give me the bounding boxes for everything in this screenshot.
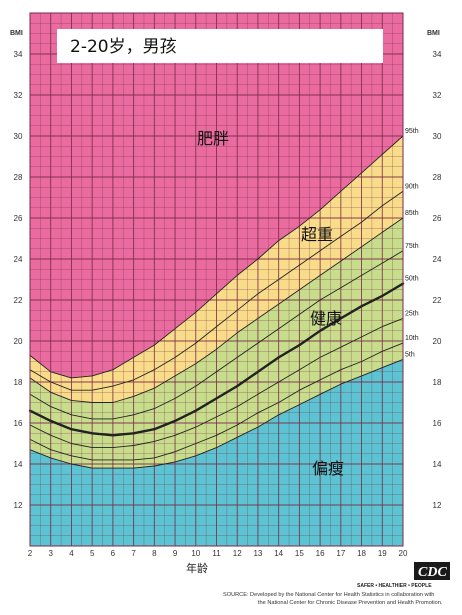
y-tick-label-right: 34 bbox=[433, 50, 442, 59]
x-tick-label: 3 bbox=[48, 549, 53, 558]
percentile-label-90th: 90th bbox=[405, 183, 419, 190]
y-tick-label-right: 20 bbox=[433, 337, 442, 346]
y-tick-label-right: 28 bbox=[433, 173, 442, 182]
y-tick-label-left: 26 bbox=[14, 214, 23, 223]
zone-label-healthy: 健康 bbox=[310, 309, 342, 328]
x-tick-label: 15 bbox=[295, 549, 304, 558]
y-tick-label-left: 32 bbox=[14, 91, 23, 100]
y-tick-label-left: 14 bbox=[14, 460, 23, 469]
x-tick-label: 5 bbox=[90, 549, 95, 558]
percentile-curve-25th bbox=[29, 317, 404, 449]
percentile-labels: 5th 10th 25th 50th 75th 85th 90th 95th bbox=[405, 128, 419, 358]
y-tick-label-right: 26 bbox=[433, 214, 442, 223]
chart-title: 2-20岁，男孩 bbox=[70, 37, 177, 57]
x-tick-label: 17 bbox=[336, 549, 345, 558]
y-tick-label-right: 16 bbox=[433, 419, 442, 428]
percentile-curve-85th bbox=[29, 217, 404, 403]
x-tick-label: 14 bbox=[274, 549, 283, 558]
source-line-2: the National Center for Chronic Disease … bbox=[258, 600, 443, 606]
percentile-label-85th: 85th bbox=[405, 210, 419, 217]
x-axis-label: 年龄 bbox=[186, 561, 208, 575]
x-tick-label: 11 bbox=[212, 549, 221, 558]
cdc-logo: CDC SAFER • HEALTHIER • PEOPLE bbox=[357, 562, 450, 589]
x-tick-label: 4 bbox=[69, 549, 74, 558]
percentile-label-75th: 75th bbox=[405, 243, 419, 250]
percentile-curves bbox=[28, 135, 405, 469]
y-tick-label-right: 32 bbox=[433, 91, 442, 100]
y-tick-label-right: 30 bbox=[433, 132, 442, 141]
y-tick-label-left: 12 bbox=[14, 501, 23, 510]
percentile-label-5th: 5th bbox=[405, 351, 415, 358]
y-tick-label-left: 24 bbox=[14, 255, 23, 264]
zone-label-obese: 肥胖 bbox=[197, 129, 229, 148]
x-tick-label: 12 bbox=[233, 549, 242, 558]
y-tick-label-left: 30 bbox=[14, 132, 23, 141]
y-tick-label-left: 20 bbox=[14, 337, 23, 346]
percentile-label-10th: 10th bbox=[405, 335, 419, 342]
cdc-tagline: SAFER • HEALTHIER • PEOPLE bbox=[357, 583, 432, 589]
percentile-curve-50th bbox=[28, 282, 405, 437]
x-tick-label: 6 bbox=[111, 549, 116, 558]
y-axis-label-right: BMI bbox=[427, 30, 440, 37]
x-tick-label: 10 bbox=[191, 549, 200, 558]
percentile-curve-90th bbox=[29, 190, 404, 391]
x-tick-label: 8 bbox=[152, 549, 157, 558]
x-tick-label: 16 bbox=[316, 549, 325, 558]
percentile-curve-75th bbox=[29, 250, 404, 420]
y-tick-label-left: 34 bbox=[14, 50, 23, 59]
zone-label-overweight: 超重 bbox=[301, 225, 333, 244]
cdc-logo-text: CDC bbox=[418, 565, 447, 580]
percentile-curve-95th bbox=[29, 135, 404, 379]
x-tick-label: 19 bbox=[378, 549, 387, 558]
x-tick-label: 18 bbox=[357, 549, 366, 558]
zone-label-underweight: 偏瘦 bbox=[312, 459, 344, 478]
x-tick-label: 20 bbox=[399, 549, 408, 558]
y-tick-label-right: 22 bbox=[433, 296, 442, 305]
percentile-label-50th: 50th bbox=[405, 276, 419, 283]
x-tick-label: 9 bbox=[173, 549, 178, 558]
title-box bbox=[57, 29, 383, 63]
y-tick-label-right: 24 bbox=[433, 255, 442, 264]
percentile-curve-10th bbox=[29, 342, 404, 461]
x-tick-label: 2 bbox=[28, 549, 33, 558]
y-tick-label-right: 18 bbox=[433, 378, 442, 387]
y-axis-label-left: BMI bbox=[10, 30, 23, 37]
percentile-curve-5th bbox=[29, 358, 404, 469]
y-tick-label-left: 18 bbox=[14, 378, 23, 387]
y-tick-label-left: 28 bbox=[14, 173, 23, 182]
y-tick-label-right: 14 bbox=[433, 460, 442, 469]
y-tick-label-right: 12 bbox=[433, 501, 442, 510]
y-tick-label-left: 16 bbox=[14, 419, 23, 428]
source-line-1: SOURCE: Developed by the National Center… bbox=[223, 592, 434, 598]
y-tick-label-left: 22 bbox=[14, 296, 23, 305]
x-tick-label: 13 bbox=[253, 549, 262, 558]
percentile-label-95th: 95th bbox=[405, 128, 419, 135]
plot-frame bbox=[29, 12, 404, 547]
percentile-label-25th: 25th bbox=[405, 310, 419, 317]
x-tick-label: 7 bbox=[131, 549, 136, 558]
